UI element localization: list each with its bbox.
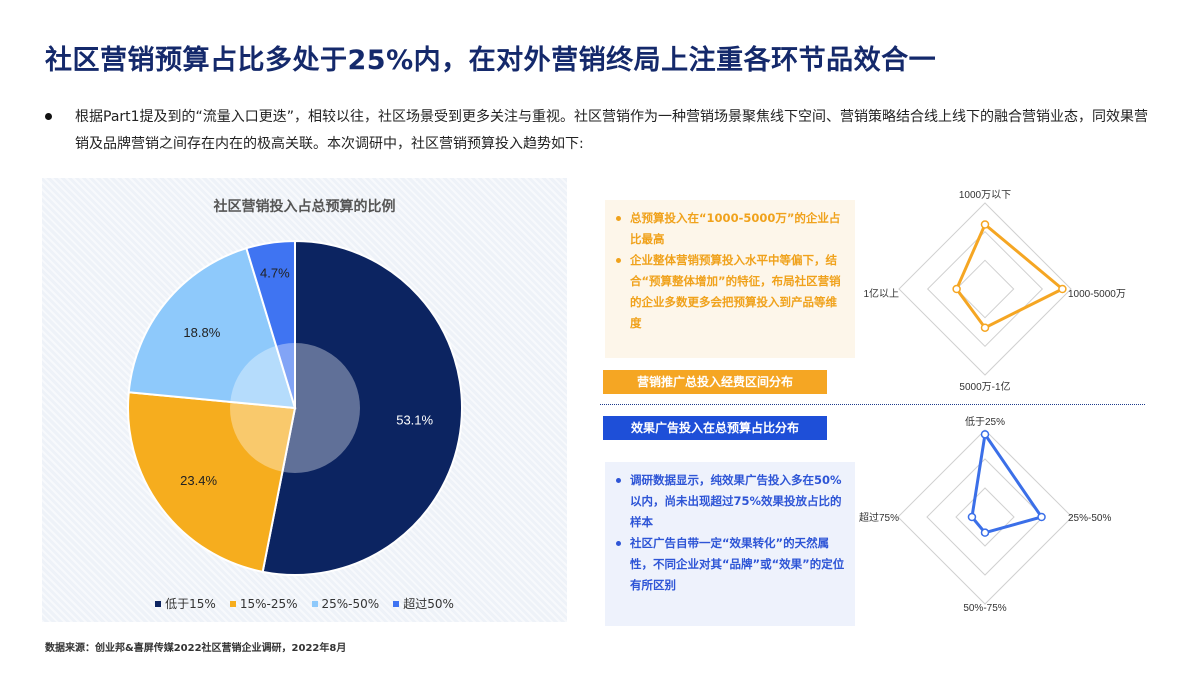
budget-range-banner: 营销推广总投入经费区间分布 bbox=[603, 370, 827, 394]
radar-1-point-3 bbox=[952, 284, 961, 294]
legend-label-3: 超过50% bbox=[403, 597, 454, 611]
radar-2-point-1 bbox=[1037, 512, 1046, 522]
radar-1-ring-3 bbox=[898, 202, 1072, 376]
radar-2-ring-3 bbox=[897, 429, 1073, 605]
section-divider bbox=[600, 404, 1145, 405]
legend-swatch-0 bbox=[155, 600, 162, 607]
pie-chart-panel: 社区营销投入占总预算的比例 53.1% 23.4% 18.8% 4.7% 低于15% 1… bbox=[42, 178, 567, 622]
pie-slice-1 bbox=[127, 391, 297, 574]
radar-2-point-2 bbox=[980, 528, 990, 537]
budget-insights-box: 总预算投入在“1000-5000万”的企业占比最高 企业整体营销预算投入水平中等… bbox=[605, 200, 855, 358]
legend-label-2: 25%-50% bbox=[321, 596, 380, 611]
legend-swatch-3 bbox=[393, 600, 400, 607]
radar-1-point-2 bbox=[980, 323, 990, 332]
radar-1-axis-label-0: 1000万以下 bbox=[959, 190, 1011, 201]
legend-item-2: 25%-50% bbox=[311, 595, 380, 612]
pie-label-0: 53.1% bbox=[396, 413, 433, 428]
pie-chart: 53.1% 23.4% 18.8% 4.7% bbox=[127, 239, 463, 576]
radar-2-axis-label-0: 低于25% bbox=[965, 415, 1005, 428]
pie-center-highlight bbox=[230, 343, 360, 473]
radar-1-axis-label-2: 5000万-1亿 bbox=[959, 380, 1010, 393]
bullet-dot bbox=[45, 113, 52, 120]
pie-label-1: 23.4% bbox=[180, 473, 217, 488]
legend-item-1: 15%-25% bbox=[229, 595, 298, 612]
ad-insight-1: 调研数据显示，纯效果广告投入多在50%以内，尚未出现超过75%效果投放占比的样本 bbox=[615, 470, 845, 533]
radar-2-point-0 bbox=[980, 430, 990, 439]
pie-slice-2 bbox=[127, 246, 297, 410]
radar-1-series bbox=[954, 222, 1066, 330]
radar-2-axis-label-2: 50%-75% bbox=[963, 603, 1006, 614]
legend-swatch-2 bbox=[311, 600, 318, 607]
radar-1-point-1 bbox=[1058, 284, 1067, 294]
ad-insights-box: 调研数据显示，纯效果广告投入多在50%以内，尚未出现超过75%效果投放占比的样本… bbox=[605, 462, 855, 626]
radar-1-axis-label-1: 1000-5000万 bbox=[1068, 289, 1126, 300]
radar-2-point-3 bbox=[967, 512, 977, 522]
data-source-note: 数据来源：创业邦&喜屏传媒2022社区营销企业调研，2022年8月 bbox=[45, 643, 347, 654]
ad-share-banner: 效果广告投入在总预算占比分布 bbox=[603, 416, 827, 440]
legend-label-1: 15%-25% bbox=[239, 596, 298, 611]
radar-1-ring-1 bbox=[955, 259, 1015, 319]
pie-chart-title: 社区营销投入占总预算的比例 bbox=[213, 199, 396, 215]
pie-slice-3 bbox=[245, 239, 296, 409]
radar-2-ring-1 bbox=[955, 487, 1015, 547]
budget-insight-1: 总预算投入在“1000-5000万”的企业占比最高 bbox=[615, 208, 845, 250]
pie-slice-0 bbox=[261, 239, 463, 576]
budget-insight-2: 企业整体营销预算投入水平中等偏下，结合“预算整体增加”的特征，布局社区营销的企业… bbox=[615, 250, 845, 334]
legend-item-3: 超过50% bbox=[393, 595, 454, 612]
intro-text: 根据Part1提及到的“流量入口更迭”，相较以往，社区场景受到更多关注与重视。社… bbox=[75, 109, 1149, 152]
radar-1-ring-2 bbox=[926, 230, 1044, 348]
legend-label-0: 低于15% bbox=[165, 597, 216, 611]
pie-label-2: 18.8% bbox=[183, 325, 220, 340]
legend-swatch-1 bbox=[229, 600, 236, 607]
page-title: 社区营销预算占比多处于25%内，在对外营销终局上注重各环节品效合一 bbox=[45, 45, 937, 76]
radar-1-axis-label-3: 1亿以上 bbox=[863, 287, 899, 300]
radar-1-point-0 bbox=[980, 220, 990, 229]
radar-2-series bbox=[970, 430, 1044, 535]
pie-legend: 低于15% 15%-25% 25%-50% 超过50% bbox=[42, 595, 567, 612]
radar-2-axis-label-3: 超过75% bbox=[859, 511, 899, 524]
intro-paragraph: 根据Part1提及到的“流量入口更迭”，相较以往，社区场景受到更多关注与重视。社… bbox=[45, 104, 1155, 158]
legend-item-0: 低于15% bbox=[155, 595, 216, 612]
radar-2-axis-label-1: 25%-50% bbox=[1068, 513, 1111, 524]
ad-insight-2: 社区广告自带一定“效果转化”的天然属性，不同企业对其“品牌”或“效果”的定位有所… bbox=[615, 533, 845, 596]
pie-label-3: 4.7% bbox=[260, 266, 290, 281]
radar-2-ring-2 bbox=[926, 458, 1044, 576]
